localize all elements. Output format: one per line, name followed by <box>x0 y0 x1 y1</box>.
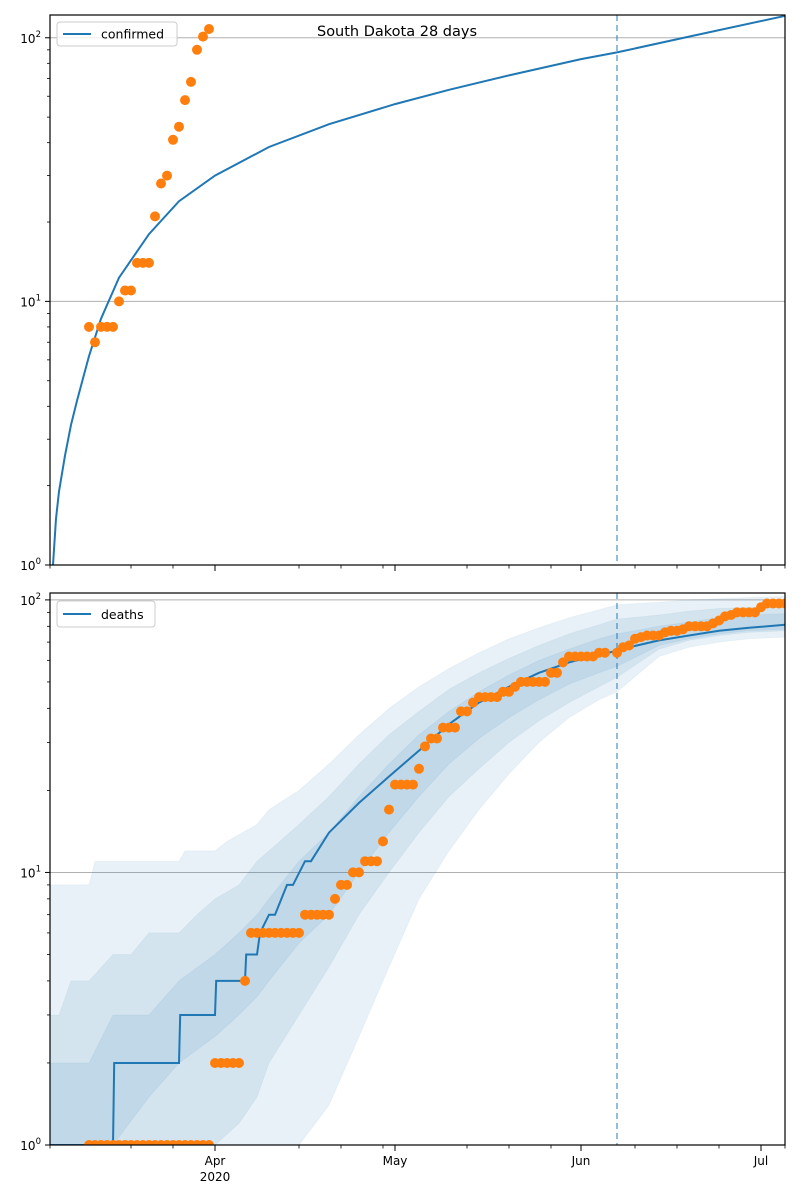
data-point <box>600 647 610 658</box>
y-tick-label: 102 <box>20 592 41 608</box>
top-observed-points <box>84 24 214 348</box>
data-point <box>372 856 382 867</box>
legend-label-deaths: deaths <box>101 607 144 622</box>
data-point <box>462 706 472 717</box>
data-point <box>450 722 460 733</box>
data-point <box>198 31 208 42</box>
bottom-y-ticks: 100 101 102 <box>20 592 50 1153</box>
y-tick-label: 101 <box>20 293 41 309</box>
data-point <box>204 24 214 34</box>
data-point <box>330 893 340 904</box>
data-point <box>126 285 136 296</box>
data-point <box>780 598 785 609</box>
data-point <box>378 836 388 847</box>
x-tick-label: May <box>383 1154 408 1168</box>
top-y-ticks: 100 101 102 <box>20 30 50 573</box>
data-point <box>354 867 364 878</box>
legend-box <box>56 600 156 628</box>
bottom-axes <box>49 592 786 1146</box>
confirmed-panel: 100 101 102 South Dakota 28 days confirmed <box>20 14 786 573</box>
data-point <box>174 121 184 132</box>
top-axes <box>49 14 786 566</box>
y-tick-label: 101 <box>20 864 41 880</box>
data-point <box>204 1140 214 1145</box>
top-x-ticks <box>49 565 786 571</box>
model-line-confirmed <box>52 15 785 565</box>
data-point <box>186 76 196 87</box>
data-point <box>180 95 190 106</box>
data-point <box>408 779 418 790</box>
data-point <box>150 211 160 222</box>
top-legend: confirmed <box>56 21 178 47</box>
deaths-panel: 100 101 102 Apr 2020 May Jun Jul deaths <box>20 592 786 1184</box>
data-point <box>90 337 100 348</box>
data-point <box>552 667 562 678</box>
data-point <box>414 763 424 774</box>
data-point <box>540 676 550 687</box>
data-point <box>240 975 250 986</box>
data-point <box>108 321 118 332</box>
data-point <box>84 321 94 332</box>
data-point <box>162 170 172 181</box>
data-point <box>168 134 178 145</box>
data-point <box>420 741 430 752</box>
x-tick-sublabel-year: 2020 <box>200 1170 231 1184</box>
data-point <box>324 909 334 920</box>
legend-box <box>56 21 178 47</box>
data-point <box>432 733 442 744</box>
data-point <box>234 1058 244 1068</box>
x-tick-label: Jul <box>753 1154 768 1168</box>
top-model-lines <box>52 15 785 565</box>
data-point <box>624 640 634 651</box>
data-point <box>294 927 304 938</box>
data-point <box>384 804 394 815</box>
axes-frame <box>49 592 786 1146</box>
y-tick-label: 100 <box>20 557 41 573</box>
x-tick-label: Jun <box>571 1154 591 1168</box>
y-tick-label: 102 <box>20 30 41 46</box>
x-tick-label: Apr <box>205 1154 226 1168</box>
bottom-observed-points <box>84 598 785 1145</box>
legend-label-confirmed: confirmed <box>101 27 164 42</box>
bottom-x-ticks: Apr 2020 May Jun Jul <box>49 1145 786 1184</box>
data-point <box>144 257 154 268</box>
data-point <box>156 178 166 189</box>
bottom-gridlines <box>50 599 785 873</box>
data-point <box>342 879 352 890</box>
data-point <box>114 296 124 307</box>
y-tick-label: 100 <box>20 1137 41 1153</box>
bottom-legend: deaths <box>56 600 156 628</box>
chart-title: South Dakota 28 days <box>317 24 477 40</box>
data-point <box>192 44 202 55</box>
axes-frame <box>49 14 786 566</box>
